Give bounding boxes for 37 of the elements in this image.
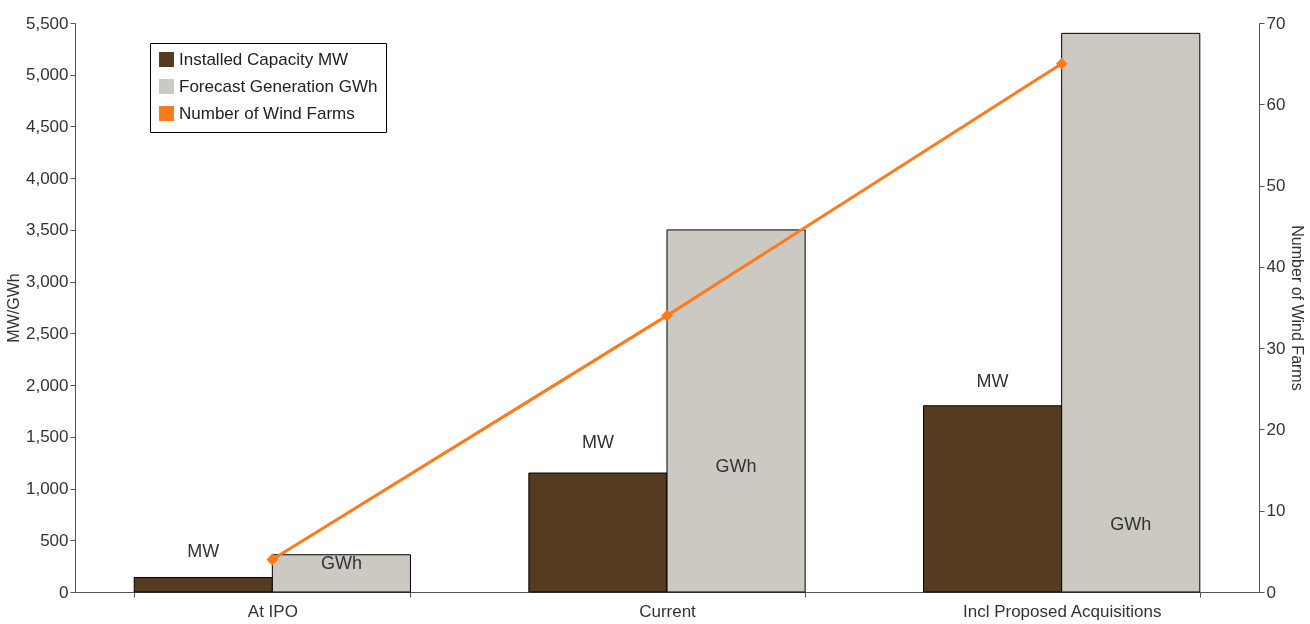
y-tick-label: 4,500 [25,116,69,136]
y2-tick-label: 0 [1266,582,1276,602]
y-tick-label: 500 [40,530,69,550]
legend-label: Installed Capacity MW [179,49,349,69]
annotation: MW [581,432,614,453]
y-tick-label: 2,500 [25,323,69,343]
y-tick-label: 5,500 [25,13,69,33]
annotation: MW [976,370,1009,391]
y-axis-title: MW/GWh [4,273,22,343]
x-tick-label: Current [639,601,697,621]
y-tick-label: 4,000 [25,168,69,188]
y-tick-label: 0 [59,582,69,602]
annotation: GWh [715,456,757,477]
y2-tick-label: 40 [1266,257,1286,277]
y-tick-label: 3,000 [25,272,69,292]
y2-tick-label: 60 [1266,94,1286,114]
annotation: GWh [320,552,362,573]
x-tick-label: Incl Proposed Acquisitions [962,601,1162,621]
legend-label: Number of Wind Farms [179,103,355,123]
point [266,553,279,566]
annotation: MW [187,540,220,561]
y2-axis-title: Number of Wind Farms [1289,225,1307,391]
y-tick-label: 1,000 [25,479,69,499]
x-tick-label: At IPO [247,601,298,621]
y2-tick-label: 50 [1266,176,1286,196]
y-tick-label: 1,500 [25,427,69,447]
y2-tick-label: 30 [1266,338,1286,358]
point [661,309,673,322]
legend-label: Forecast Generation GWh [179,76,378,96]
y-tick-label: 5,000 [25,65,69,85]
annotation: GWh [1110,514,1152,535]
y2-tick-label: 10 [1266,501,1286,521]
y2-tick-label: 20 [1266,419,1286,439]
y-tick-label: 2,000 [25,375,69,395]
y2-tick-label: 70 [1266,13,1286,33]
y-tick-label: 3,500 [25,220,69,240]
point [1055,57,1068,70]
